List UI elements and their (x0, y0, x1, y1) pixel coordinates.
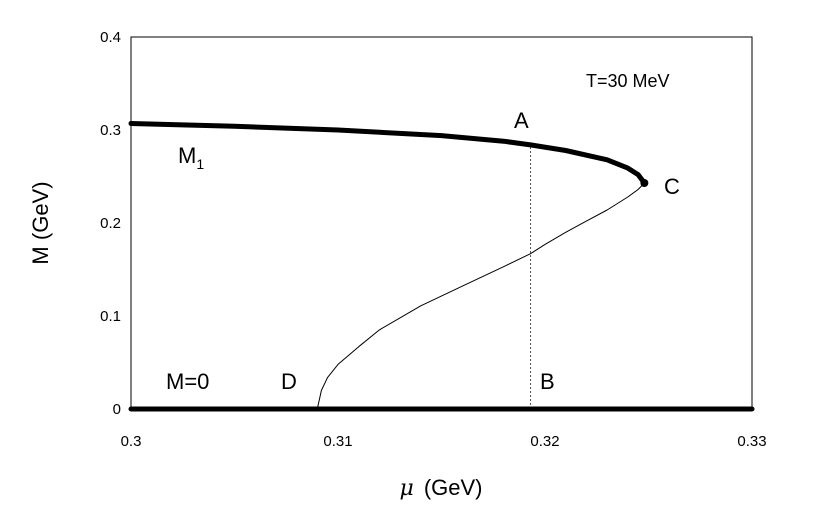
y-tick-label: 0 (113, 401, 121, 418)
x-tick-label: 0.31 (323, 433, 352, 450)
series-layer (128, 121, 755, 412)
m0-label: M=0 (166, 369, 209, 394)
y-tick-label: 0.1 (100, 308, 121, 325)
temperature-label: T=30 MeV (586, 71, 670, 91)
y-tick-label: 0.4 (100, 29, 121, 46)
point-b-label: B (540, 369, 555, 394)
m1-label-main: M (178, 143, 196, 168)
point-a-label: A (514, 108, 529, 133)
x-tick-label: 0.32 (530, 433, 559, 450)
plot-frame (130, 36, 753, 410)
x-axis-unit: (GeV) (424, 475, 483, 500)
y-axis-label: M (GeV) (28, 181, 53, 264)
point-c-marker (640, 179, 649, 188)
x-tick-labels: 0.3 0.31 0.32 0.33 (121, 433, 767, 450)
m1-label: M1 (178, 143, 204, 172)
x-tick-label: 0.33 (737, 433, 766, 450)
y-tick-label: 0.3 (100, 122, 121, 139)
point-d-label: D (281, 369, 297, 394)
x-tick-label: 0.3 (121, 433, 142, 450)
y-tick-labels: 0 0.1 0.2 0.3 0.4 (100, 29, 121, 418)
m1-label-sub: 1 (196, 156, 204, 172)
series-line (316, 182, 645, 410)
series-line (128, 121, 647, 186)
x-axis-label: μ (GeV) (400, 475, 483, 501)
x-axis-symbol: μ (400, 476, 414, 501)
point-c-label: C (664, 174, 680, 199)
y-tick-label: 0.2 (100, 215, 121, 232)
